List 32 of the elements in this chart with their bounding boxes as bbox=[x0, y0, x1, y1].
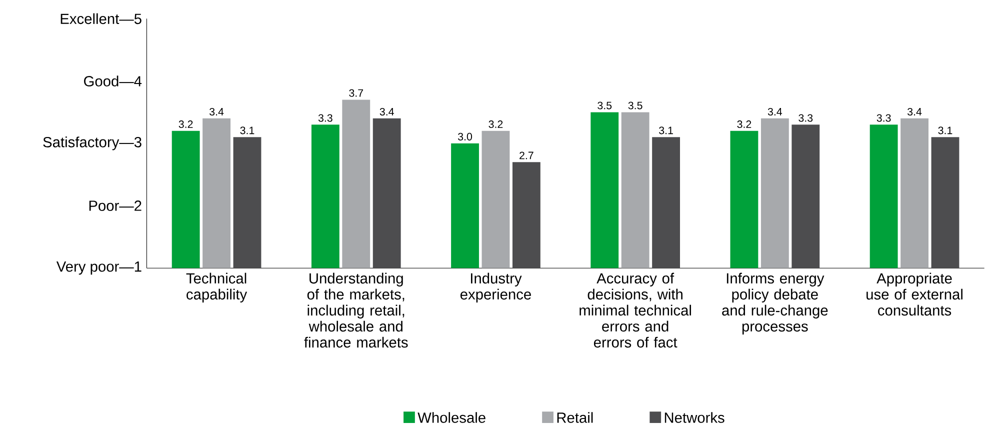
data-label: 3.0 bbox=[458, 132, 472, 140]
x-tick-label: Technical capability bbox=[186, 272, 248, 302]
x-tick-label: Understanding of the markets, including retail, wholesale and finance markets bbox=[304, 272, 408, 348]
data-label: 3.3 bbox=[798, 114, 813, 122]
data-label: 3.2 bbox=[178, 120, 193, 128]
data-label: 3.4 bbox=[380, 108, 394, 116]
x-tick-label: Industry experience bbox=[460, 272, 531, 302]
x-tick-label: Informs energy policy debate and rule-change processes bbox=[722, 272, 828, 334]
data-label: 3.1 bbox=[659, 126, 673, 134]
data-label: 3.3 bbox=[318, 114, 332, 122]
x-tick-label: Accuracy of decisions, with minimal technical errors and errors of fact bbox=[580, 272, 691, 348]
y-tick-label: Satisfactory—3 bbox=[43, 136, 142, 150]
data-label: 3.5 bbox=[628, 101, 642, 110]
x-tick-label: Appropriate use of external consultants bbox=[866, 272, 962, 316]
data-label: 3.1 bbox=[240, 126, 254, 134]
data-label: 3.4 bbox=[768, 108, 782, 116]
legend-label: Retail bbox=[557, 412, 593, 423]
legend-label: Wholesale bbox=[418, 412, 486, 423]
y-tick-label: Very poor—1 bbox=[56, 261, 142, 274]
legend-label: Networks bbox=[664, 412, 724, 423]
data-label: 3.4 bbox=[210, 108, 224, 116]
data-label: 3.2 bbox=[737, 120, 752, 128]
data-label: 3.3 bbox=[876, 114, 891, 122]
data-label: 3.7 bbox=[349, 89, 364, 97]
data-label: 3.5 bbox=[598, 101, 612, 110]
y-tick-label: Excellent—5 bbox=[60, 13, 142, 24]
y-tick-label: Poor—2 bbox=[89, 200, 142, 211]
data-label: 3.4 bbox=[908, 108, 922, 116]
data-label: 2.7 bbox=[520, 151, 534, 159]
y-tick-label: Good—4 bbox=[84, 75, 142, 86]
data-label: 3.2 bbox=[488, 120, 503, 128]
data-label: 3.1 bbox=[938, 126, 952, 134]
